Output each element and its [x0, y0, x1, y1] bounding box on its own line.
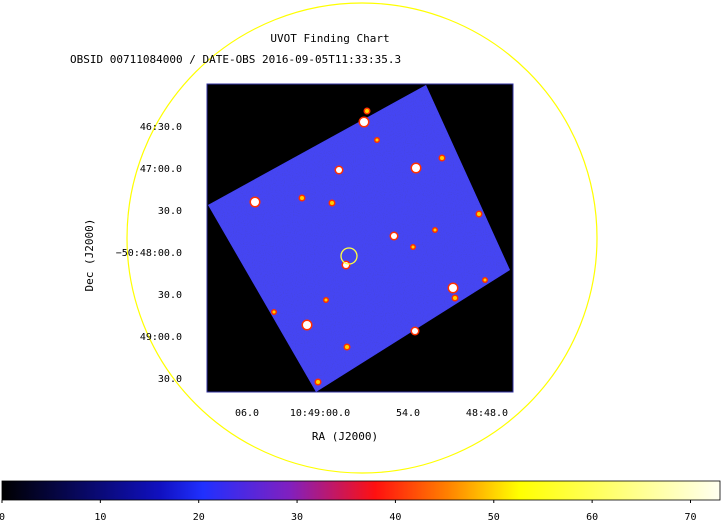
field-of-view [126, 2, 598, 474]
y-tick-label: 30.0 [158, 206, 182, 217]
star [330, 201, 334, 205]
colorbar-tick-label: 0 [0, 512, 5, 521]
star [324, 298, 328, 302]
colorbar-tick-label: 10 [94, 512, 106, 521]
colorbar-tick-label: 40 [389, 512, 401, 521]
star [412, 328, 418, 334]
star [251, 198, 259, 206]
chart-subtitle: OBSID 00711084000 / DATE-OBS 2016-09-05T… [70, 53, 401, 66]
x-tick-label: 48:48.0 [466, 408, 508, 419]
y-tick-label: 47:00.0 [140, 164, 182, 175]
star [433, 228, 437, 232]
star [336, 167, 342, 173]
star [477, 212, 481, 216]
target-circle [340, 247, 358, 265]
chart-title: UVOT Finding Chart [270, 32, 389, 45]
star [412, 164, 420, 172]
star [316, 380, 320, 384]
colorbar-tick-label: 70 [684, 512, 696, 521]
star [453, 296, 457, 300]
y-axis-label: Dec (J2000) [83, 219, 96, 292]
star [375, 138, 379, 142]
star [360, 118, 368, 126]
y-tick-label: −50:48:00.0 [116, 248, 182, 259]
colorbar-tick-label: 30 [291, 512, 303, 521]
star [303, 321, 311, 329]
star [440, 156, 444, 160]
star [300, 196, 304, 200]
x-tick-label: 10:49:00.0 [290, 408, 350, 419]
star [272, 310, 276, 314]
stars [249, 107, 488, 386]
y-tick-label: 49:00.0 [140, 332, 182, 343]
y-tick-label: 30.0 [158, 374, 182, 385]
colorbar-tick-label: 20 [193, 512, 205, 521]
x-axis-label: RA (J2000) [312, 430, 378, 443]
x-tick-label: 06.0 [235, 408, 259, 419]
y-tick-label: 46:30.0 [140, 122, 182, 133]
colorbar [1, 480, 721, 501]
x-tick-label: 54.0 [396, 408, 420, 419]
star [345, 345, 349, 349]
star [483, 278, 487, 282]
star [449, 284, 457, 292]
star [365, 109, 369, 113]
star [391, 233, 397, 239]
colorbar-tick-label: 50 [488, 512, 500, 521]
colorbar-tick-label: 60 [586, 512, 598, 521]
y-tick-label: 30.0 [158, 290, 182, 301]
star [411, 245, 415, 249]
